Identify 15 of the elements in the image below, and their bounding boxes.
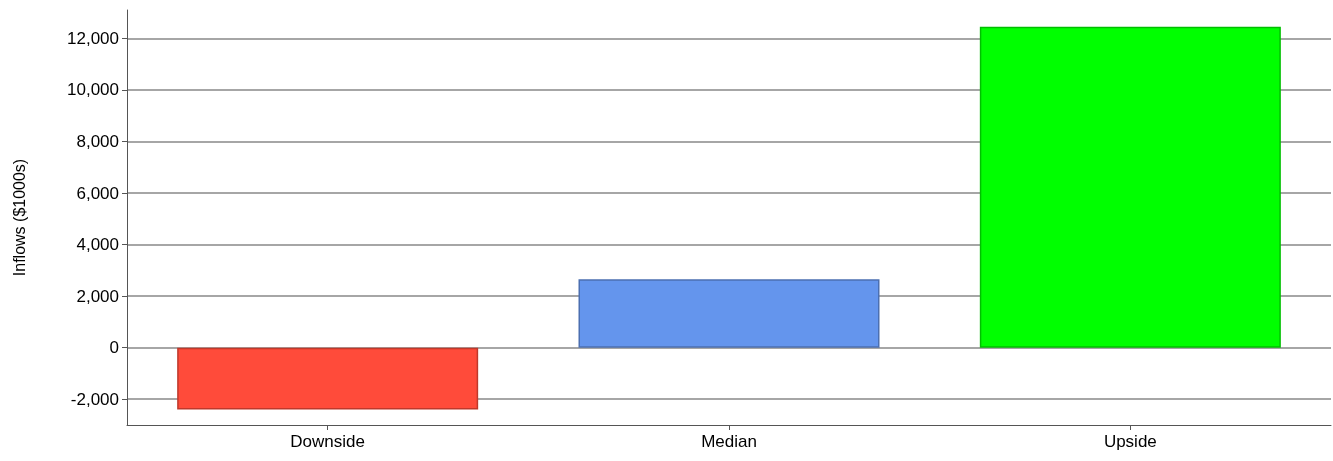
bar [177,347,479,410]
bar [979,26,1281,348]
x-tick-label: Downside [290,432,365,451]
y-tick-label: 10,000 [67,80,119,100]
y-tick-label: -2,000 [70,389,119,409]
y-tick-label: 2,000 [76,286,119,306]
bar [578,279,880,348]
x-tick-label: Median [701,432,757,451]
y-tick-label: 12,000 [67,28,119,48]
y-tick-label: 8,000 [76,131,119,151]
y-axis-title: Inflows ($1000s) [10,158,28,277]
y-tick-label: 6,000 [76,183,119,203]
y-tick-label: 4,000 [76,235,119,255]
x-tick-label: Upside [1103,432,1157,451]
y-tick-label: 0 [109,338,119,358]
